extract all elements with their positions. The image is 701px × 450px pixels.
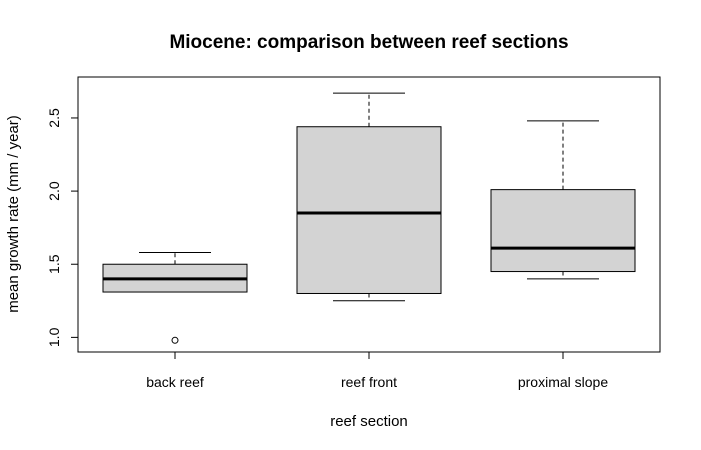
box (296, 126, 442, 294)
box (490, 189, 636, 273)
x-axis: back reef reef front proximal slope (146, 352, 608, 390)
x-tick-label: back reef (146, 374, 204, 390)
outlier-point (171, 336, 179, 344)
y-axis: 1.0 1.5 2.0 2.5 (46, 108, 78, 347)
y-tick-label: 2.0 (46, 181, 62, 201)
boxes-layer (102, 92, 636, 344)
y-tick-label: 2.5 (46, 108, 62, 128)
y-axis-label: mean growth rate (mm / year) (5, 115, 22, 313)
x-tick-label: reef front (341, 374, 397, 390)
y-tick-label: 1.5 (46, 254, 62, 274)
y-tick-label: 1.0 (46, 327, 62, 347)
x-tick-label: proximal slope (518, 374, 608, 390)
x-axis-label: reef section (330, 413, 408, 430)
chart-title: Miocene: comparison between reef section… (169, 32, 568, 53)
